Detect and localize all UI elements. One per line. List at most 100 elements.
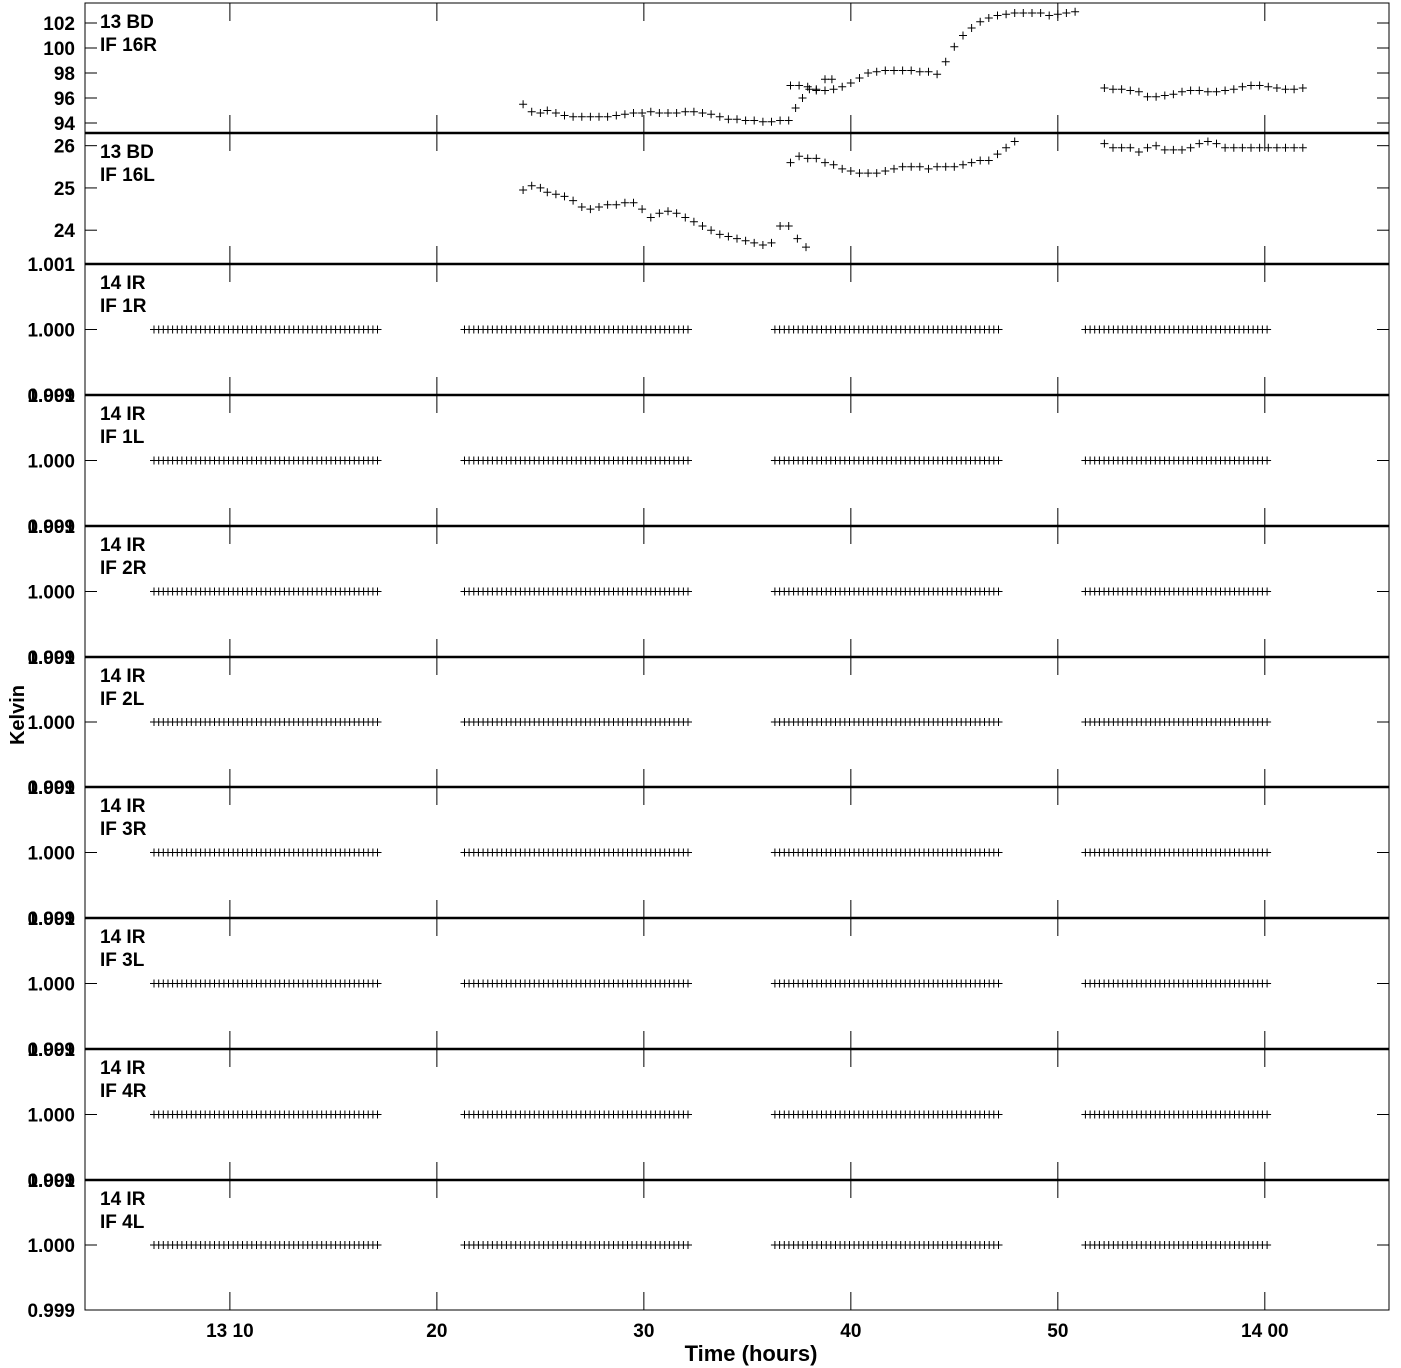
data-point: [793, 234, 802, 243]
data-point: [1152, 141, 1161, 150]
data-point: [373, 718, 382, 726]
data-point: [1062, 9, 1071, 17]
data-point: [1134, 148, 1143, 156]
y-tick-label: 25: [54, 179, 76, 200]
data-point: [1238, 82, 1247, 91]
x-tick-label: 14 00: [1241, 1321, 1289, 1342]
panel-label: 14 IR: [100, 1058, 146, 1079]
data-point: [684, 456, 692, 465]
data-point: [984, 156, 993, 165]
data-point: [784, 116, 793, 125]
data-point: [519, 186, 528, 194]
data-point: [689, 107, 698, 116]
data-point: [1272, 84, 1281, 92]
data-point: [786, 81, 795, 90]
data-point: [1263, 979, 1272, 988]
data-point: [551, 109, 560, 117]
data-point: [373, 1241, 382, 1249]
data-point: [689, 217, 698, 226]
data-point: [569, 112, 578, 121]
data-point: [684, 325, 692, 334]
data-point: [786, 158, 795, 167]
panel-label: IF 3R: [100, 819, 147, 840]
data-point: [1255, 81, 1264, 90]
panel-label: 13 BD: [100, 12, 154, 33]
y-tick-label: 1.001: [27, 386, 75, 407]
data-point: [767, 117, 776, 126]
data-point: [1053, 10, 1062, 19]
x-tick-label: 50: [1047, 1321, 1068, 1342]
data-point: [1195, 139, 1204, 148]
data-point: [1263, 587, 1272, 596]
data-point: [750, 116, 759, 125]
data-point: [1100, 84, 1109, 92]
panel-label: IF 2R: [100, 558, 147, 579]
data-point: [733, 115, 741, 124]
y-tick-label: 96: [54, 89, 75, 110]
data-point: [776, 116, 785, 125]
data-point: [994, 325, 1003, 334]
data-point: [994, 979, 1003, 988]
data-point: [681, 213, 690, 222]
data-point: [976, 156, 985, 165]
data-point: [1109, 143, 1117, 152]
data-point: [872, 169, 881, 178]
data-point: [1290, 143, 1299, 152]
data-point: [967, 24, 976, 32]
data-point: [994, 587, 1003, 596]
y-tick-label: 26: [54, 137, 75, 158]
data-point: [827, 75, 836, 84]
data-point: [750, 238, 759, 247]
y-tick-label: 1.001: [27, 778, 75, 799]
data-point: [1186, 143, 1195, 152]
data-point: [812, 86, 821, 95]
data-point: [664, 109, 672, 117]
data-point: [1117, 143, 1126, 152]
data-point: [603, 112, 612, 121]
data-point: [373, 325, 382, 334]
data-point: [959, 31, 967, 40]
data-point: [1045, 11, 1054, 20]
panel-label: 14 IR: [100, 404, 146, 425]
data-point: [1134, 87, 1143, 96]
y-tick-label: 0.999: [27, 386, 75, 407]
data-point: [684, 587, 692, 596]
x-tick-label: 20: [426, 1321, 447, 1342]
data-point: [959, 160, 967, 169]
data-point: [698, 109, 707, 117]
data-point: [767, 238, 776, 247]
y-tick-label: 0.999: [27, 1171, 75, 1192]
data-point: [1255, 143, 1264, 152]
data-point: [993, 11, 1002, 20]
panel-label: IF 3L: [100, 950, 145, 971]
data-point: [560, 192, 569, 201]
data-point: [864, 69, 873, 77]
data-point: [1212, 139, 1221, 148]
data-point: [672, 209, 681, 218]
data-point: [1010, 137, 1019, 146]
y-tick-label: 0.999: [27, 648, 75, 669]
data-point: [684, 848, 692, 857]
data-point: [950, 42, 959, 51]
data-point: [924, 67, 933, 76]
data-point: [933, 70, 942, 79]
data-point: [1019, 9, 1028, 17]
data-point: [803, 154, 812, 163]
data-point: [795, 152, 804, 161]
data-point: [595, 112, 603, 121]
data-point: [846, 79, 855, 87]
data-point: [620, 110, 629, 119]
data-point: [724, 232, 733, 241]
data-point: [1298, 143, 1307, 152]
data-point: [1212, 87, 1221, 96]
data-point: [907, 66, 916, 75]
y-tick-label: 1.001: [27, 517, 75, 538]
panel-label: IF 1L: [100, 427, 145, 448]
data-point: [681, 107, 690, 116]
data-point: [684, 979, 692, 988]
data-point: [707, 226, 716, 235]
